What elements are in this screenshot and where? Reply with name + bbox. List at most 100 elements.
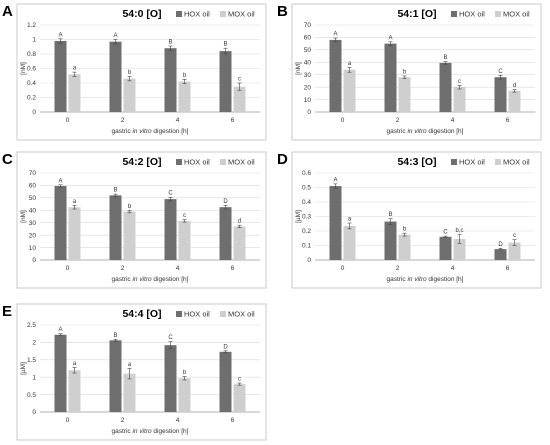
y-tick-label: 2 [32, 340, 36, 347]
significance-label: A [333, 32, 337, 38]
mox-bar [68, 370, 81, 412]
significance-label: a [348, 61, 352, 67]
chart-border [291, 3, 542, 141]
hox-bar [219, 351, 232, 412]
legend-label: MOX oil [503, 158, 530, 167]
legend-label: HOX oil [459, 10, 485, 19]
significance-label: A [388, 35, 392, 41]
x-tick-label: 0 [66, 417, 70, 424]
x-axis-label: gastric in vitro digestion [h] [387, 128, 464, 135]
y-tick-label: 70 [304, 22, 312, 29]
legend-label: MOX oil [503, 10, 530, 19]
mox-bar [343, 225, 356, 260]
y-tick-label: 1.2 [27, 22, 36, 29]
x-tick-label: 6 [231, 265, 235, 272]
x-tick-label: 2 [121, 265, 125, 272]
y-tick-label: 40 [29, 207, 37, 214]
mox-bar [233, 226, 246, 260]
y-tick-label: 40 [304, 59, 312, 66]
y-axis-label: [nM] [295, 62, 302, 75]
x-tick-label: 2 [121, 117, 125, 124]
mox-bar [233, 86, 246, 112]
y-axis-label: [nM] [20, 62, 27, 75]
x-tick-label: 6 [231, 417, 235, 424]
legend-swatch [451, 11, 457, 17]
significance-label: c [183, 213, 186, 219]
significance-label: B [443, 55, 447, 61]
y-tick-label: 30 [29, 220, 37, 227]
panel-letter: D [277, 151, 288, 168]
x-axis-label-part: digestion [h] [427, 128, 464, 135]
x-tick-label: 6 [506, 265, 510, 272]
hox-bar [439, 62, 452, 112]
x-axis-label-part: in vitro [407, 128, 427, 135]
mox-bar [508, 242, 521, 260]
y-tick-label: 10 [29, 245, 37, 252]
significance-label: d [238, 219, 241, 225]
x-tick-label: 4 [176, 117, 180, 124]
y-tick-label: 60 [29, 183, 37, 190]
chart-title: 54:2 [O] [122, 156, 161, 168]
legend-label: HOX oil [184, 310, 210, 319]
y-tick-label: 20 [304, 84, 312, 91]
hox-bar [219, 207, 232, 260]
mox-bar [178, 220, 191, 260]
y-tick-label: 0 [32, 409, 36, 416]
chart-title: 54:1 [O] [397, 8, 436, 20]
y-tick-label: 0.2 [302, 228, 311, 235]
hox-bar [164, 199, 177, 260]
y-tick-label: 0.5 [27, 392, 36, 399]
legend-swatch [495, 11, 501, 17]
chart-svg: A 54:0 [O] 0 0.2 0.4 0.6 0.8 1 1.2 [nM] Aa 0 Ab 2 Bb 4 B… [2, 3, 267, 141]
x-tick-label: 0 [341, 265, 345, 272]
significance-label: c [238, 377, 241, 383]
y-tick-label: 0 [32, 109, 36, 116]
hox-bar [494, 77, 507, 112]
x-tick-label: 0 [66, 265, 70, 272]
x-axis-label-part: in vitro [132, 128, 152, 135]
x-axis-label-part: digestion [h] [427, 276, 464, 283]
significance-label: c [238, 77, 241, 83]
chart-svg: D 54:3 [O] 0 0.1 0.2 0.3 0.4 0.5 0.6 [µM] Aa 0 Bb 2 C b… [277, 151, 542, 289]
x-axis-label-part: in vitro [132, 276, 152, 283]
y-tick-label: 0 [307, 109, 311, 116]
hox-bar [54, 334, 67, 412]
y-tick-label: 1 [32, 37, 36, 44]
x-tick-label: 4 [176, 417, 180, 424]
x-axis-label-part: digestion [h] [152, 428, 189, 435]
mox-bar [453, 87, 466, 112]
y-axis-label: [nM] [20, 210, 27, 223]
hox-bar [109, 41, 122, 112]
significance-label: d [513, 83, 516, 89]
x-axis-label: gastric in vitro digestion [h] [387, 276, 464, 283]
significance-label: B [113, 333, 117, 339]
hox-bar [54, 186, 67, 260]
chart-border [291, 151, 542, 289]
chart-svg: B 54:1 [O] 0 10 20 30 40 50 60 70 [nM] Aa 0 Ab 2 Bc 4 Cd 6… [277, 3, 542, 141]
significance-label: b,c [455, 228, 463, 234]
mox-bar [178, 81, 191, 112]
legend-label: HOX oil [184, 158, 210, 167]
legend-label: MOX oil [228, 158, 255, 167]
significance-label: a [73, 361, 77, 367]
mox-bar [508, 90, 521, 112]
chart-title: 54:0 [O] [122, 8, 161, 20]
x-tick-label: 0 [341, 117, 345, 124]
x-axis-label-part: gastric [387, 128, 408, 135]
x-tick-label: 4 [451, 265, 455, 272]
y-axis-label: [µM] [295, 210, 302, 223]
significance-label: B [388, 212, 392, 218]
significance-label: C [443, 230, 448, 236]
mox-bar [123, 78, 136, 112]
significance-label: b [128, 70, 132, 76]
legend-swatch [220, 311, 226, 317]
y-tick-label: 0.8 [27, 51, 36, 58]
hox-bar [329, 186, 342, 260]
x-tick-label: 6 [231, 117, 235, 124]
x-axis-label-part: gastric [112, 428, 133, 435]
significance-label: B [223, 42, 227, 48]
hox-bar [54, 40, 67, 113]
x-axis-label-part: gastric [387, 276, 408, 283]
